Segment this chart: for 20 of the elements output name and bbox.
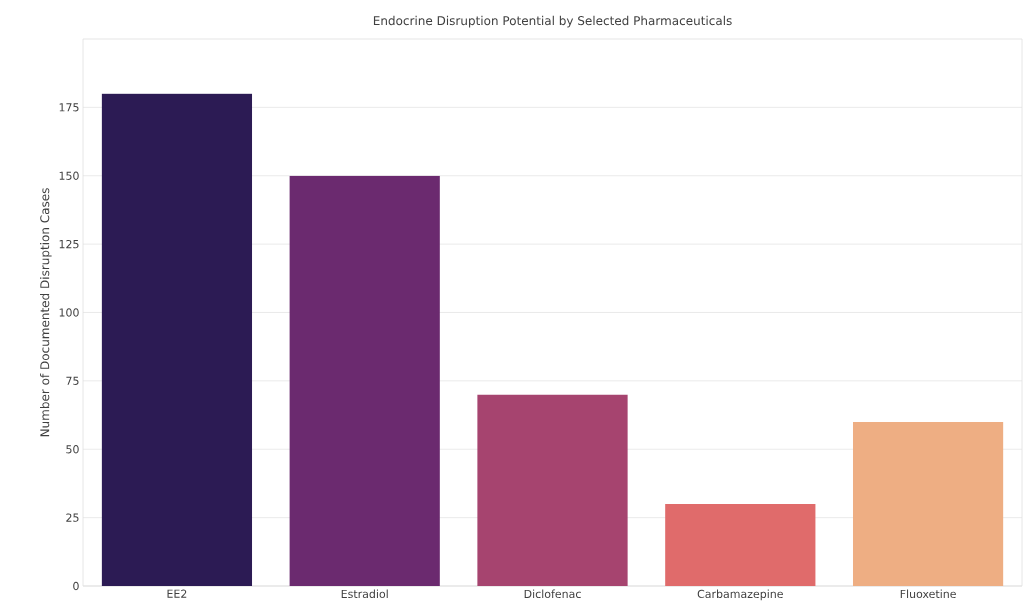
bar xyxy=(101,93,253,586)
bar xyxy=(289,175,440,586)
y-tick-label: 0 xyxy=(73,581,79,591)
y-axis-title: Number of Documented Disruption Cases xyxy=(40,188,52,437)
y-tick-label: 100 xyxy=(59,308,79,317)
y-tick-label: 25 xyxy=(66,513,79,522)
bar xyxy=(852,421,1004,586)
y-tick-label: 150 xyxy=(59,171,79,180)
y-tick-label: 50 xyxy=(66,445,79,454)
y-tick-label: 75 xyxy=(66,376,79,385)
y-tick-label: 125 xyxy=(59,239,79,249)
x-tick-label: Fluoxetine xyxy=(900,589,956,599)
x-tick-label: EE2 xyxy=(167,589,187,598)
y-tick-label: 175 xyxy=(59,103,79,112)
x-tick-label: Carbamazepine xyxy=(697,589,783,601)
bar xyxy=(665,503,816,586)
x-tick-label: Estradiol xyxy=(341,589,388,599)
bar xyxy=(477,394,628,586)
chart-title: Endocrine Disruption Potential by Selected Pharmaceuticals xyxy=(373,15,732,28)
x-tick-label: Diclofenac xyxy=(524,589,581,599)
